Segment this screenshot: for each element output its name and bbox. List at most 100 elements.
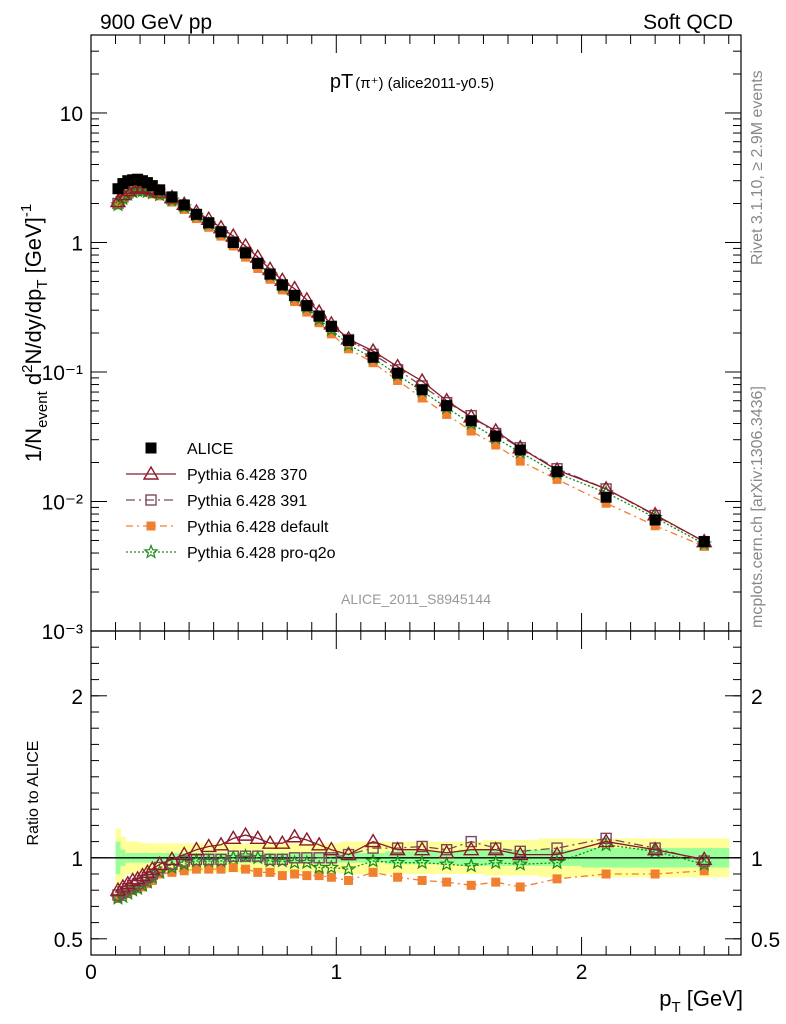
pythia-6-428-370-ratio-point xyxy=(310,836,328,851)
ratio-y-tick-label-right: 1 xyxy=(751,848,763,871)
mcplots-label: mcplots.cern.ch [arXiv:1306.3436] xyxy=(749,386,766,628)
pythia-6-428-default-point xyxy=(515,456,525,466)
pythia-6-428-391-ratio-point xyxy=(215,853,227,866)
pythia-6-428-391-ratio-point xyxy=(301,852,313,864)
pythia-6-428-370-ratio-point xyxy=(286,828,303,843)
pythia-6-428-default-point xyxy=(442,409,452,419)
pythia-6-428-370-ratio-point xyxy=(237,826,254,841)
legend-marker xyxy=(142,465,160,480)
alice-point xyxy=(178,199,190,211)
alice-point xyxy=(551,466,563,478)
alice-point xyxy=(465,415,477,427)
pythia-6-428-370-ratio-point xyxy=(163,851,181,866)
pythia-6-428-pro-q2o-ratio-point xyxy=(549,854,565,870)
ratio-y-tick-label: 1 xyxy=(71,848,83,871)
pythia-6-428-pro-q2o-ratio-point xyxy=(487,854,504,870)
pythia-6-428-370-ratio-point xyxy=(364,833,382,848)
alice-point xyxy=(166,191,178,203)
pythia-6-428-default-ratio-point xyxy=(466,880,476,890)
pythia-6-428-default-point xyxy=(123,189,133,199)
alice-point xyxy=(441,400,453,412)
legend-marker xyxy=(146,521,156,531)
pythia-6-428-391-ratio-point xyxy=(227,850,239,862)
alice-point xyxy=(215,226,227,238)
pythia-6-428-370-ratio-point xyxy=(212,836,230,851)
alice-point xyxy=(264,268,276,280)
pythia-6-428-391-ratio-point xyxy=(313,852,325,864)
pythia-6-428-pro-q2o-ratio-point xyxy=(438,856,455,871)
main-plot-frame xyxy=(90,34,742,632)
pythia-6-428-370-ratio-point xyxy=(646,841,664,856)
pythia-6-428-default-point xyxy=(417,393,427,403)
y-axis-title: 1/Nevent d2N/dy/dpT [GeV]-1 xyxy=(18,204,51,462)
pythia-6-428-370-ratio-point xyxy=(225,829,242,845)
pythia-6-428-pro-q2o-line xyxy=(117,190,705,545)
pythia-6-428-370-line xyxy=(117,186,705,543)
x-tick-label: 1 xyxy=(330,961,342,984)
pythia-6-428-370-ratio-point xyxy=(413,841,431,856)
pythia-6-428-default-ratio-point xyxy=(326,872,336,882)
alice-point xyxy=(203,217,215,229)
pythia-6-428-370-ratio-point xyxy=(200,838,217,853)
legend-label: Pythia 6.428 pro-q2o xyxy=(187,545,336,562)
pythia-6-428-default-ratio-point xyxy=(167,867,177,877)
alice-point xyxy=(416,384,428,396)
ratio-y-tick-label: 2 xyxy=(71,686,83,709)
legend-label: Pythia 6.428 370 xyxy=(187,467,307,484)
legend: ALICE Pythia 6.428 370 Pythia 6.428 391 Pyt… xyxy=(126,441,336,562)
pythia-6-428-default-ratio-point xyxy=(344,875,354,885)
y-tick-label: 10⁻¹ xyxy=(42,362,83,385)
pythia-6-428-default-point xyxy=(302,307,312,317)
pythia-6-428-370-ratio-point xyxy=(274,834,291,849)
x-axis-title: pT [GeV] xyxy=(659,986,743,1016)
pythia-6-428-pro-q2o-ratio-point xyxy=(389,854,406,870)
alice-point xyxy=(325,320,337,332)
ratio-plot-axes: 0.5 0.5 1 1 2 2 0 1 2 xyxy=(54,631,780,984)
pythia-6-428-default-ratio-point xyxy=(314,871,324,881)
pythia-6-428-default-ratio-point xyxy=(253,867,263,877)
pythia-6-428-370-ratio-point xyxy=(175,846,193,861)
pythia-6-428-pro-q2o-ratio-point xyxy=(340,860,357,876)
pythia-6-428-370-ratio-point xyxy=(695,851,713,866)
ratio-y-tick-label-right: 2 xyxy=(751,686,763,709)
pythia-6-428-pro-q2o-ratio-point xyxy=(365,852,381,868)
ratio-plot-frame xyxy=(90,630,742,956)
pythia-6-428-default-ratio-point xyxy=(491,877,501,887)
y-tick-label: 10⁻² xyxy=(42,491,83,514)
pythia-6-428-default-point xyxy=(552,474,562,484)
y-tick-label: 1 xyxy=(71,232,83,255)
pythia-6-428-370-ratio-point xyxy=(597,833,615,848)
x-tick-label: 2 xyxy=(576,961,588,984)
alice-point xyxy=(392,367,404,379)
pythia-6-428-default-ratio-point xyxy=(552,874,562,884)
pythia-6-428-pro-q2o-ratio-point xyxy=(311,859,327,875)
pythia-6-428-370-ratio-point xyxy=(462,841,480,856)
pythia-6-428-default-ratio-point xyxy=(393,872,403,882)
pythia-6-428-default-point xyxy=(650,521,660,531)
pythia-6-428-default-point xyxy=(601,498,611,508)
ratio-uncertainty-bands xyxy=(91,828,741,887)
pythia-6-428-391-ratio-point xyxy=(325,852,338,864)
pythia-6-428-default-point xyxy=(393,375,403,385)
pythia-6-428-370-ratio-point xyxy=(261,834,279,849)
alice-point xyxy=(252,257,264,269)
pythia-6-428-pro-q2o-ratio-point xyxy=(463,857,479,873)
y-tick-label: 10 xyxy=(60,103,83,126)
legend-label: ALICE xyxy=(187,441,233,458)
legend-entry-pythia-6-428-370: Pythia 6.428 370 xyxy=(126,465,307,484)
pythia-6-428-default-ratio-point xyxy=(650,869,660,879)
alice-point xyxy=(146,180,158,192)
ratio-plot-panel: 0.5 0.5 1 1 2 2 0 1 2 Ratio to ALICE pT [GeV] xyxy=(25,630,780,1016)
pythia-6-428-391-ratio-point xyxy=(264,853,276,866)
pythia-6-428-370-ratio-point xyxy=(389,841,406,856)
pythia-6-428-391-ratio-point xyxy=(252,850,264,862)
pythia-6-428-default-ratio-point xyxy=(204,864,214,874)
x-tick-label: 0 xyxy=(85,961,97,984)
pythia-6-428-default-ratio-point xyxy=(228,863,238,873)
pythia-6-428-default-ratio-point xyxy=(179,866,189,876)
pythia-6-428-370-ratio-point xyxy=(139,863,156,879)
pythia-6-428-default-ratio-point xyxy=(113,893,123,903)
plot-title-detail: (π⁺) (alice2011-y0.5) xyxy=(355,75,494,92)
pythia-6-428-default-ratio-point xyxy=(417,875,427,885)
